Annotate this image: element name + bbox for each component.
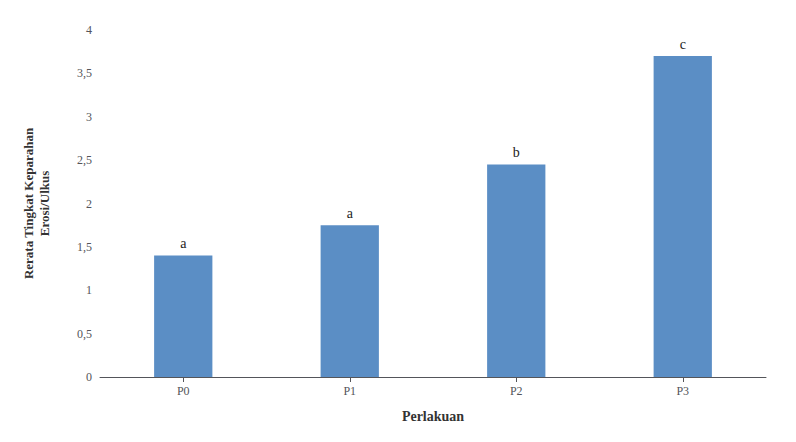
svg-text:P3: P3 [676, 384, 689, 398]
svg-text:P1: P1 [343, 384, 356, 398]
svg-text:4: 4 [86, 23, 92, 37]
svg-text:P2: P2 [510, 384, 523, 398]
svg-text:Erosi/Ulkus: Erosi/Ulkus [37, 171, 52, 237]
svg-text:c: c [680, 37, 686, 52]
svg-text:b: b [513, 145, 520, 160]
svg-text:3,5: 3,5 [77, 66, 92, 80]
svg-text:P0: P0 [177, 384, 190, 398]
svg-text:2: 2 [86, 197, 92, 211]
svg-text:0: 0 [86, 370, 92, 384]
svg-text:2,5: 2,5 [77, 153, 92, 167]
svg-text:a: a [180, 236, 187, 251]
svg-text:0,5: 0,5 [77, 327, 92, 341]
svg-text:Perlakuan: Perlakuan [402, 409, 464, 424]
svg-text:Rerata Tingkat Keparahan: Rerata Tingkat Keparahan [21, 127, 36, 279]
svg-text:1: 1 [86, 283, 92, 297]
svg-text:1,5: 1,5 [77, 240, 92, 254]
svg-text:3: 3 [86, 110, 92, 124]
svg-text:a: a [347, 206, 354, 221]
